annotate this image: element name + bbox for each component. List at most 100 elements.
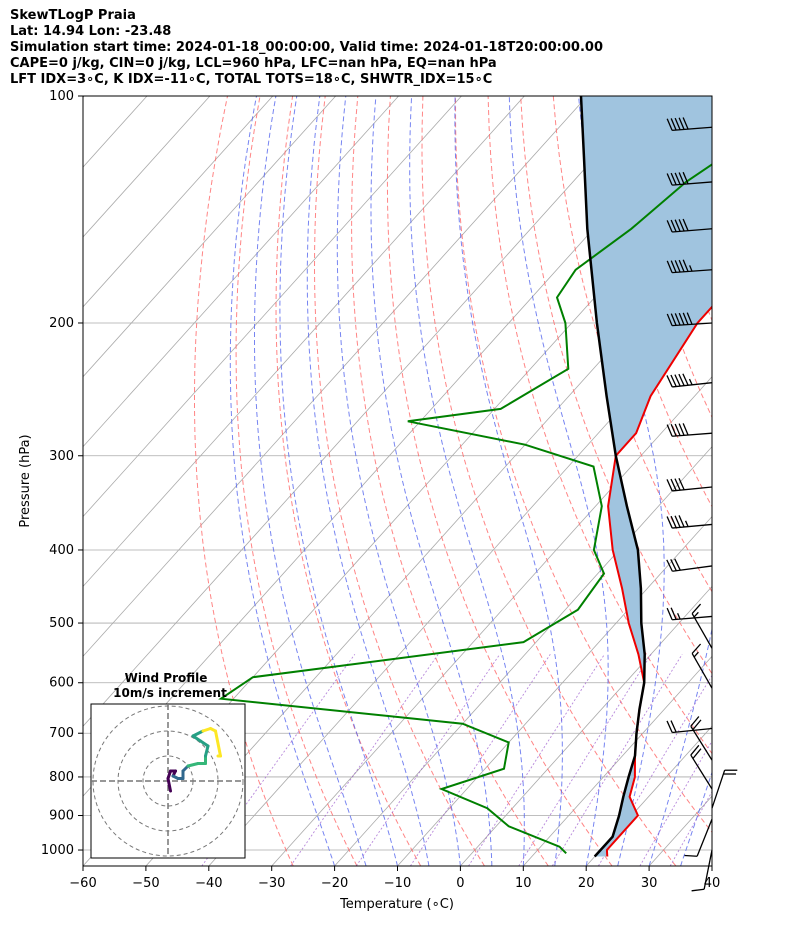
mixing-ratio-line <box>551 654 683 866</box>
y-tick-label: 700 <box>49 726 74 741</box>
mixing-ratio-line <box>355 654 501 866</box>
barb-staff <box>690 754 713 790</box>
barb-flag <box>666 375 673 388</box>
barb-half-flag <box>689 265 693 272</box>
x-tick-label: −40 <box>195 876 222 891</box>
barb-flag <box>691 888 705 892</box>
barb-flag <box>674 423 681 436</box>
barb-flag <box>674 478 681 491</box>
y-tick-label: 500 <box>49 616 74 631</box>
mixing-ratio-line <box>410 654 551 866</box>
mixing-ratio-line <box>468 654 605 866</box>
barb-staff <box>672 486 713 492</box>
y-axis-ticks: 100 200 300 400 500 600 700 800 900 1000 <box>41 89 83 858</box>
mixing-ratio-line <box>639 740 712 866</box>
moist-adiabat <box>370 96 493 866</box>
chart-header: SkewTLogP Praia Lat: 14.94 Lon: -23.48 S… <box>10 8 603 88</box>
barb-flag <box>666 220 673 233</box>
y-tick-label: 600 <box>49 676 74 691</box>
x-axis-ticks: −60 −50 −40 −30 −20 −10 0 10 20 30 40 <box>69 866 720 891</box>
dry-adiabat <box>351 96 549 866</box>
barb-flag <box>666 424 673 437</box>
x-tick-label: −60 <box>69 876 96 891</box>
barb-flag <box>670 172 677 186</box>
moist-adiabat <box>508 96 609 866</box>
barb-flag <box>666 313 673 326</box>
barb-flag <box>666 479 673 492</box>
indices-line-2: LFT IDX=3∘C, K IDX=-11∘C, TOTAL TOTS=18∘… <box>10 72 493 87</box>
barb-flag <box>670 219 677 232</box>
mixing-ratio-line <box>669 790 712 866</box>
barb-flag <box>670 424 677 437</box>
hodograph-segment <box>186 762 200 768</box>
wind-barb <box>690 744 713 790</box>
barb-flag <box>678 219 685 232</box>
barb-half-flag <box>693 651 699 658</box>
barb-flag <box>682 423 689 436</box>
wind-barb <box>666 607 713 621</box>
barb-flag <box>670 118 677 131</box>
barb-flag <box>686 312 693 325</box>
dry-adiabat <box>455 96 712 833</box>
isotherm-line <box>83 96 462 518</box>
dry-adiabat <box>275 96 422 866</box>
dry-adiabat <box>194 96 294 866</box>
wind-barb <box>666 259 713 274</box>
moist-adiabat <box>711 864 712 866</box>
wind-barb <box>666 477 713 492</box>
barb-flag <box>670 559 677 571</box>
barb-flag <box>670 260 677 273</box>
barb-staff <box>696 818 713 857</box>
isotherm-line <box>83 96 525 588</box>
barb-staff <box>672 565 713 572</box>
barb-staff <box>672 126 713 132</box>
barb-flag <box>670 374 677 387</box>
barb-flag <box>670 478 677 491</box>
wind-barb <box>666 515 713 529</box>
y-tick-label: 400 <box>49 543 74 558</box>
isotherm-line <box>711 865 712 866</box>
wind-barb <box>666 720 713 734</box>
hodograph-segment <box>199 739 210 748</box>
barb-half-flag <box>688 378 693 386</box>
indices-line-1: CAPE=0 j/kg, CIN=0 j/kg, LCL=960 hPa, LF… <box>10 56 497 71</box>
barb-staff <box>703 849 713 890</box>
barb-staff <box>690 725 713 761</box>
mixing-ratio-line <box>598 674 712 866</box>
shaded-region <box>581 96 712 857</box>
hodograph-segment <box>204 744 210 758</box>
location-line: Lat: 14.94 Lon: -23.48 <box>10 24 172 39</box>
y-tick-label: 100 <box>49 89 74 104</box>
wind-barbs <box>666 117 738 892</box>
barb-flag <box>674 219 681 232</box>
dry-adiabat <box>520 96 712 675</box>
barb-half-flag <box>684 520 689 527</box>
y-tick-label: 1000 <box>41 843 74 858</box>
barb-flag <box>682 117 689 130</box>
isotherm-line <box>83 96 211 238</box>
x-tick-label: 40 <box>704 876 721 891</box>
x-tick-label: 10 <box>515 876 532 891</box>
barb-flag <box>670 515 677 528</box>
chart-title: SkewTLogP Praia <box>10 8 136 23</box>
barb-flag <box>674 515 681 528</box>
barb-staff <box>672 615 713 621</box>
moist-adiabat <box>648 96 712 866</box>
isotherm-line <box>145 236 712 866</box>
wind-barb <box>666 373 713 388</box>
isotherm-line <box>83 96 336 378</box>
isotherm-line <box>460 585 712 866</box>
time-line: Simulation start time: 2024-01-18_00:00:… <box>10 40 603 55</box>
barb-flag <box>692 719 702 731</box>
x-tick-label: 20 <box>578 876 595 891</box>
profile-lines <box>218 96 712 858</box>
isotherm-line <box>83 96 274 308</box>
wind-barb <box>666 171 713 186</box>
barb-flag <box>692 748 702 759</box>
barb-flag <box>682 259 689 272</box>
barb-flag <box>678 515 685 528</box>
isotherm-line <box>271 376 712 866</box>
hodograph-subtitle: 10m/s increment <box>113 686 227 700</box>
isotherm-line <box>83 96 85 98</box>
